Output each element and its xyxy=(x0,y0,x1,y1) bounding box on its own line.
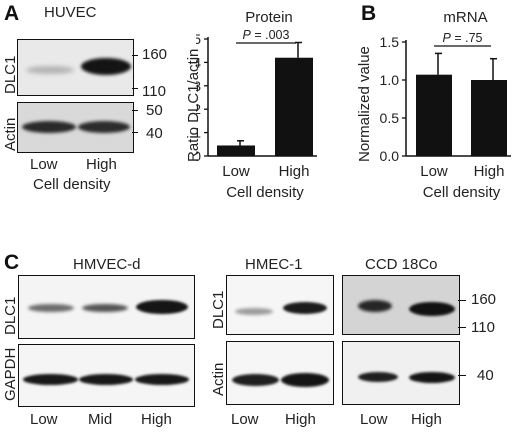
ccd-marker-160: 160 xyxy=(471,291,497,308)
panel-letter-c: C xyxy=(4,251,20,274)
huvec-marker-tick-160 xyxy=(132,55,138,56)
mrna-pvalue: P = .75 xyxy=(443,31,483,45)
hmec-title: HMEC-1 xyxy=(245,256,303,273)
huvec-marker-50: 50 xyxy=(146,102,163,119)
actin-band-low xyxy=(22,121,76,133)
mrna-ytick-label: 0.5 xyxy=(380,110,400,126)
mrna-xtick-label: Low xyxy=(420,163,448,180)
hmec-dlc1-band-low xyxy=(235,308,273,315)
ccd-title: CCD 18Co xyxy=(365,256,438,273)
huvec-dlc1-label: DLC1 xyxy=(2,55,19,94)
mrna-ytick-label: 1.0 xyxy=(380,72,400,88)
hmec-actin-band-low xyxy=(232,374,279,386)
huvec-actin-label: Actin xyxy=(2,117,19,151)
mrna-ylabel: Normalized value xyxy=(356,46,373,162)
huvec-lane-high: High xyxy=(86,156,117,173)
ccd-lane-high: High xyxy=(411,411,442,428)
ccd-dlc1-band-high xyxy=(409,302,455,316)
mrna-xlabel: Cell density xyxy=(423,184,501,200)
mrna-title: mRNA xyxy=(443,9,487,26)
huvec-lane-low: Low xyxy=(30,156,58,173)
mrna-bar-high xyxy=(471,80,507,156)
huvec-marker-40: 40 xyxy=(146,125,163,142)
hmvec-gapdh-label: GAPDH xyxy=(2,347,19,401)
ccd-actin-band-high xyxy=(409,372,455,383)
ccd-marker-tick-110 xyxy=(458,327,466,328)
protein-bar-high xyxy=(275,57,313,156)
ccd-lane-low: Low xyxy=(360,411,388,428)
hmec-actin-label: Actin xyxy=(210,362,227,396)
hmvec-dlc1-band-mid xyxy=(82,304,128,312)
protein-pvalue: P = .003 xyxy=(243,28,290,42)
hmec-lane-low: Low xyxy=(231,411,259,428)
huvec-dlc1-blot xyxy=(17,39,134,96)
mrna-xtick-label: High xyxy=(474,163,505,180)
huvec-actin-blot xyxy=(17,102,134,153)
hmec-dlc1-band-high xyxy=(283,302,327,314)
protein-ytick-label: 0.0 xyxy=(196,148,201,164)
huvec-marker-tick-50 xyxy=(132,110,138,111)
hmvec-gapdh-band-low xyxy=(23,374,78,385)
actin-band-high xyxy=(78,121,130,133)
huvec-marker-tick-40 xyxy=(132,132,138,133)
ccd-dlc1-blot xyxy=(342,275,460,335)
protein-title: Protein xyxy=(245,9,293,26)
mrna-pvalue-p: P xyxy=(443,31,452,45)
hmvec-dlc1-label: DLC1 xyxy=(2,296,19,335)
huvec-marker-110: 110 xyxy=(142,83,166,100)
ccd-actin-blot xyxy=(342,341,460,405)
hmec-dlc1-blot xyxy=(226,275,334,335)
ccd-actin-band-low xyxy=(358,372,398,382)
protein-pvalue-value: = .003 xyxy=(251,28,290,42)
huvec-xlabel: Cell density xyxy=(33,176,111,193)
hmvec-lane-high: High xyxy=(141,411,172,428)
hmvec-dlc1-blot xyxy=(18,275,195,339)
hmvec-lane-mid: Mid xyxy=(88,411,113,428)
mrna-chart: mRNA 0.0 0.5 1.0 1.5 Low High P = .75 Cell densi… xyxy=(380,9,511,200)
panel-letter-b: B xyxy=(361,2,377,25)
protein-xlabel: Cell density xyxy=(226,184,304,200)
hmvec-gapdh-band-high xyxy=(135,374,189,385)
ccd-marker-110: 110 xyxy=(471,319,495,336)
hmvec-gapdh-band-mid xyxy=(79,374,133,385)
protein-xtick-label: Low xyxy=(222,163,250,180)
ccd-marker-tick-40 xyxy=(458,375,466,376)
huvec-marker-160: 160 xyxy=(142,46,168,63)
huvec-marker-tick-110 xyxy=(132,88,138,89)
mrna-bar-low xyxy=(416,74,452,156)
mrna-ytick-label: 1.5 xyxy=(380,34,400,50)
hmvec-lane-low: Low xyxy=(30,411,58,428)
hmec-dlc1-label: DLC1 xyxy=(210,290,227,329)
protein-ytick-label: 0.5 xyxy=(196,31,201,47)
protein-chart: Protein 0.0 0.1 0.2 0.3 0.4 0.5 Low High P = .003… xyxy=(196,9,317,200)
mrna-pvalue-value: = .75 xyxy=(451,31,483,45)
hmvec-title: HMVEC-d xyxy=(73,256,141,273)
protein-pvalue-p: P xyxy=(243,28,252,42)
panel-letter-a: A xyxy=(4,2,20,25)
dlc1-band-low xyxy=(26,66,74,74)
ccd-marker-40: 40 xyxy=(477,367,494,384)
protein-ytick-label: 0.4 xyxy=(196,54,201,70)
hmec-actin-blot xyxy=(226,341,334,405)
hmvec-gapdh-blot xyxy=(18,344,195,407)
protein-bar-low xyxy=(217,145,255,156)
protein-ytick-label: 0.1 xyxy=(196,125,201,141)
ccd-marker-tick-160 xyxy=(458,300,466,301)
ccd-dlc1-band-low xyxy=(358,300,392,312)
hmec-actin-band-high xyxy=(281,373,329,387)
huvec-title: HUVEC xyxy=(44,4,97,21)
protein-ytick-label: 0.3 xyxy=(196,78,201,94)
protein-xtick-label: High xyxy=(279,163,310,180)
hmvec-dlc1-band-high xyxy=(136,300,188,314)
hmvec-dlc1-band-low xyxy=(28,304,74,312)
mrna-ytick-label: 0.0 xyxy=(380,148,400,164)
hmec-lane-high: High xyxy=(285,411,316,428)
protein-ytick-label: 0.2 xyxy=(196,101,201,117)
dlc1-band-high xyxy=(81,58,131,75)
